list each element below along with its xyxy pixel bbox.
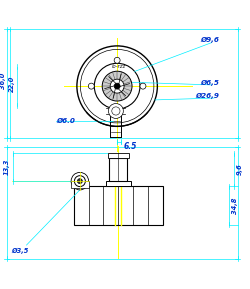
Circle shape <box>78 179 82 184</box>
Text: Ø9,6: Ø9,6 <box>200 37 219 43</box>
Bar <box>110 158 127 181</box>
Circle shape <box>110 79 124 93</box>
Circle shape <box>108 103 123 118</box>
Text: Ø26,9: Ø26,9 <box>195 92 219 99</box>
Circle shape <box>88 83 94 89</box>
Text: io-rzz: io-rzz <box>112 64 126 69</box>
Text: 6.5: 6.5 <box>124 142 138 151</box>
Bar <box>70 181 89 188</box>
Circle shape <box>114 109 120 115</box>
Text: Ø6.0: Ø6.0 <box>57 118 76 124</box>
Circle shape <box>140 83 146 89</box>
Text: 36,0: 36,0 <box>0 73 6 89</box>
Circle shape <box>102 71 132 101</box>
Circle shape <box>71 173 88 190</box>
Text: 9,6: 9,6 <box>237 164 243 175</box>
Text: 22,0: 22,0 <box>9 75 15 92</box>
Circle shape <box>74 176 85 187</box>
Circle shape <box>114 83 120 89</box>
Text: 13,3: 13,3 <box>4 159 10 175</box>
Text: Ø3,5: Ø3,5 <box>12 248 29 254</box>
Text: Ø6,5: Ø6,5 <box>200 79 219 86</box>
Bar <box>106 181 131 186</box>
Text: 34,8: 34,8 <box>232 197 238 214</box>
Circle shape <box>114 57 120 63</box>
Bar <box>108 153 129 158</box>
Bar <box>74 186 163 225</box>
